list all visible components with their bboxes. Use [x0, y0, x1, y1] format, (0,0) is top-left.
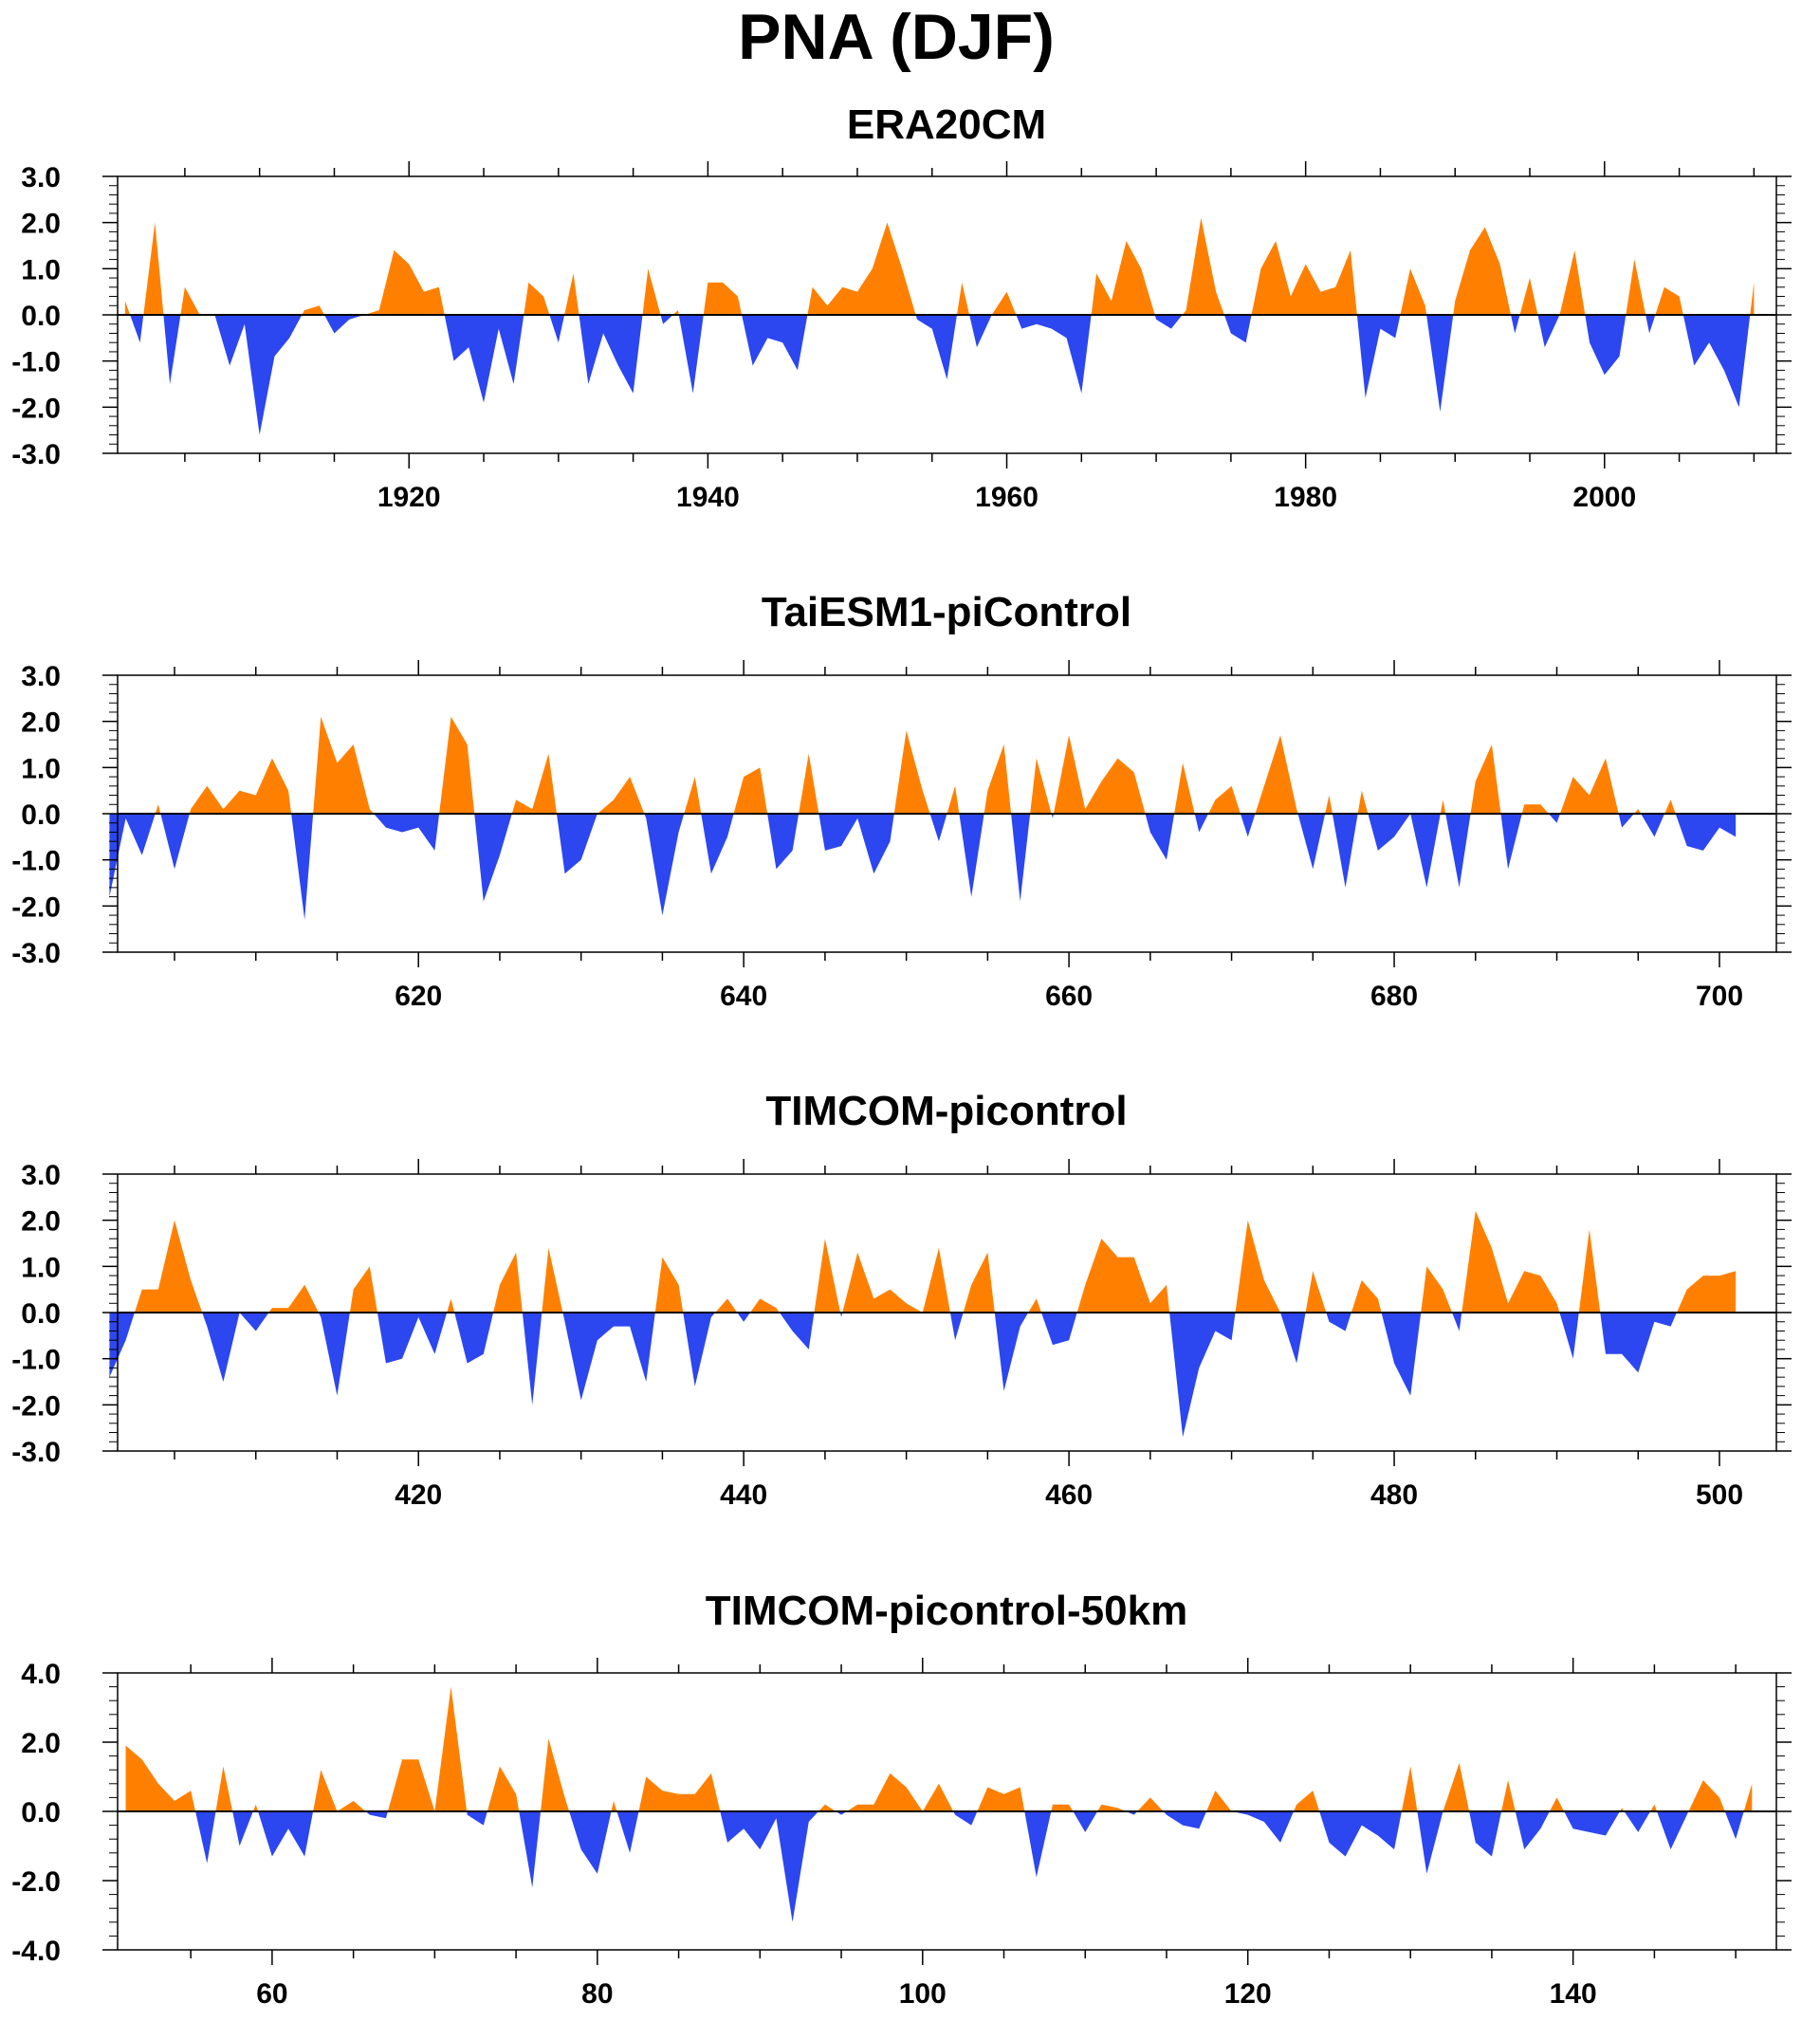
positive-area	[125, 1686, 1753, 1811]
y-tick-label: -1.0	[11, 846, 61, 877]
y-tick-label: -1.0	[11, 347, 61, 378]
negative-area	[109, 1313, 1677, 1438]
panel-era20cm: ERA20CM 1920 1940 1960 1980 2000 -3.0 -2.0 -1.0…	[11, 101, 1792, 513]
y-tick-label: 0.0	[21, 1797, 61, 1828]
y-tick-label: 0.0	[21, 1298, 61, 1330]
x-tick-label: 100	[899, 1978, 947, 2010]
panel-title: ERA20CM	[847, 101, 1046, 148]
negative-area	[195, 1811, 1744, 1922]
y-tick-label: 4.0	[21, 1659, 61, 1690]
x-tick-label: 1920	[377, 482, 441, 513]
panel-timcom-picontrol-50km: TIMCOM-picontrol-50km 60 80 100 120 140 -4.0 -…	[11, 1588, 1792, 2010]
figure-title: PNA (DJF)	[738, 1, 1055, 73]
y-tick-label: -2.0	[11, 393, 61, 424]
x-tick-label: 660	[1045, 981, 1093, 1012]
panel-title: TaiESM1-piControl	[762, 589, 1131, 635]
y-tick-label: 3.0	[21, 661, 61, 692]
positive-area	[134, 1210, 1737, 1313]
x-tick-label: 80	[581, 1978, 613, 2010]
y-tick-label: 1.0	[21, 1252, 61, 1283]
x-tick-label: 1940	[676, 482, 740, 513]
y-tick-label: -2.0	[11, 891, 61, 923]
y-tick-label: 1.0	[21, 254, 61, 285]
y-tick-label: -3.0	[11, 1437, 61, 1468]
y-tick-label: 2.0	[21, 707, 61, 739]
negative-area	[130, 315, 1751, 435]
x-tick-label: 500	[1696, 1479, 1743, 1511]
y-tick-label: 3.0	[21, 1160, 61, 1191]
y-tick-label: 3.0	[21, 162, 61, 193]
y-tick-label: -2.0	[11, 1390, 61, 1422]
y-tick-label: -3.0	[11, 439, 61, 470]
y-tick-label: -4.0	[11, 1936, 61, 1967]
y-tick-label: 1.0	[21, 753, 61, 784]
y-tick-label: 0.0	[21, 799, 61, 831]
positive-area	[155, 716, 1676, 814]
x-tick-label: 1980	[1274, 482, 1337, 513]
x-tick-label: 140	[1550, 1978, 1597, 2010]
x-tick-label: 120	[1224, 1978, 1272, 2010]
y-tick-label: 2.0	[21, 1728, 61, 1759]
x-tick-label: 440	[720, 1479, 767, 1511]
x-tick-label: 700	[1696, 981, 1743, 1012]
y-tick-label: 0.0	[21, 301, 61, 332]
x-tick-label: 640	[720, 981, 767, 1012]
x-tick-label: 480	[1370, 1479, 1418, 1511]
positive-area	[124, 217, 1755, 315]
panel-title: TIMCOM-picontrol	[765, 1088, 1127, 1134]
x-tick-label: 2000	[1572, 482, 1636, 513]
y-tick-label: -3.0	[11, 938, 61, 969]
x-tick-label: 680	[1370, 981, 1418, 1012]
x-tick-label: 60	[256, 1978, 287, 2010]
x-tick-label: 620	[395, 981, 442, 1012]
panel-taiesm1-picontrol: TaiESM1-piControl 620 640 660 680 700 -3.0 -2.…	[11, 589, 1792, 1012]
y-tick-label: -1.0	[11, 1345, 61, 1376]
negative-area	[109, 814, 1737, 920]
x-tick-label: 420	[395, 1479, 442, 1511]
panel-title: TIMCOM-picontrol-50km	[706, 1588, 1187, 1634]
x-tick-label: 460	[1045, 1479, 1093, 1511]
y-tick-label: 2.0	[21, 1206, 61, 1238]
y-tick-label: 2.0	[21, 209, 61, 240]
y-tick-label: -2.0	[11, 1866, 61, 1898]
panel-timcom-picontrol: TIMCOM-picontrol 420 440 460 480 500 -3.0 -2.0…	[11, 1088, 1792, 1511]
x-tick-label: 1960	[975, 482, 1039, 513]
